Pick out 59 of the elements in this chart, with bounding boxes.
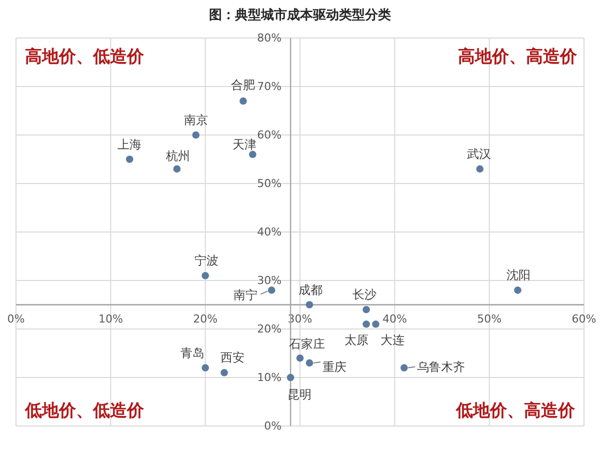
annotation: 高地价、高造价 — [458, 47, 578, 67]
series-label: 南宁 — [234, 288, 258, 302]
series-label: 杭州 — [164, 148, 190, 163]
point — [240, 97, 247, 105]
y-tick-label: 0% — [264, 420, 282, 433]
point — [400, 364, 408, 372]
x-tick-label: 0% — [7, 312, 25, 326]
y-tick-label: 70% — [257, 80, 282, 94]
series-label: 青岛 — [180, 346, 204, 360]
series-label: 合肥 — [231, 78, 256, 92]
y-tick-label: 50% — [257, 177, 282, 190]
y-tick-label: 60% — [257, 128, 282, 142]
point — [202, 364, 209, 372]
series-label: 石家庄 — [289, 337, 325, 352]
series-label: 南京 — [184, 113, 208, 127]
point — [220, 369, 228, 376]
annotation: 低地价、高造价 — [455, 401, 576, 421]
point — [362, 320, 370, 328]
series-label: 重庆 — [322, 360, 346, 374]
x-tick-label: 50% — [477, 312, 502, 326]
series-label: 天津 — [232, 137, 257, 152]
point — [476, 165, 484, 173]
point — [296, 354, 304, 362]
x-tick-label: 20% — [193, 312, 218, 326]
point — [249, 150, 256, 158]
series-label: 上海 — [118, 137, 142, 152]
y-tick-label: 80% — [257, 32, 282, 45]
series-label: 长沙 — [352, 288, 376, 302]
annotation: 高地价、低造价 — [25, 47, 145, 67]
series-label: 大连 — [380, 333, 405, 348]
y-tick-label: 40% — [257, 226, 282, 239]
point — [268, 286, 276, 294]
series-label: 沈阳 — [506, 268, 531, 282]
series-label: 乌鲁木齐 — [417, 360, 466, 374]
point — [202, 272, 209, 280]
y-tick-label: 30% — [257, 274, 282, 288]
chart-title: 图：典型城市成本驱动类型分类 — [209, 7, 391, 23]
point — [514, 286, 522, 294]
series-label: 太原 — [344, 333, 368, 348]
point — [306, 359, 314, 367]
y-tick-label: 20% — [257, 322, 282, 336]
point — [372, 320, 380, 328]
point — [286, 374, 294, 382]
annotation: 低地价、低造价 — [24, 401, 145, 421]
series-label: 成都 — [298, 282, 322, 297]
point — [192, 131, 200, 139]
series-label: 西安 — [220, 350, 244, 365]
y-tick-label: 10% — [257, 371, 282, 384]
point — [126, 156, 134, 163]
point — [306, 301, 314, 308]
point — [362, 306, 370, 314]
x-tick-label: 30% — [288, 312, 312, 326]
series-label: 昆明 — [288, 388, 312, 402]
series-label: 宁波 — [194, 254, 218, 268]
x-tick-label: 40% — [382, 312, 407, 326]
x-tick-label: 60% — [572, 312, 596, 326]
point — [173, 165, 181, 173]
series-label: 武汉 — [466, 146, 491, 161]
x-tick-label: 10% — [98, 312, 123, 326]
